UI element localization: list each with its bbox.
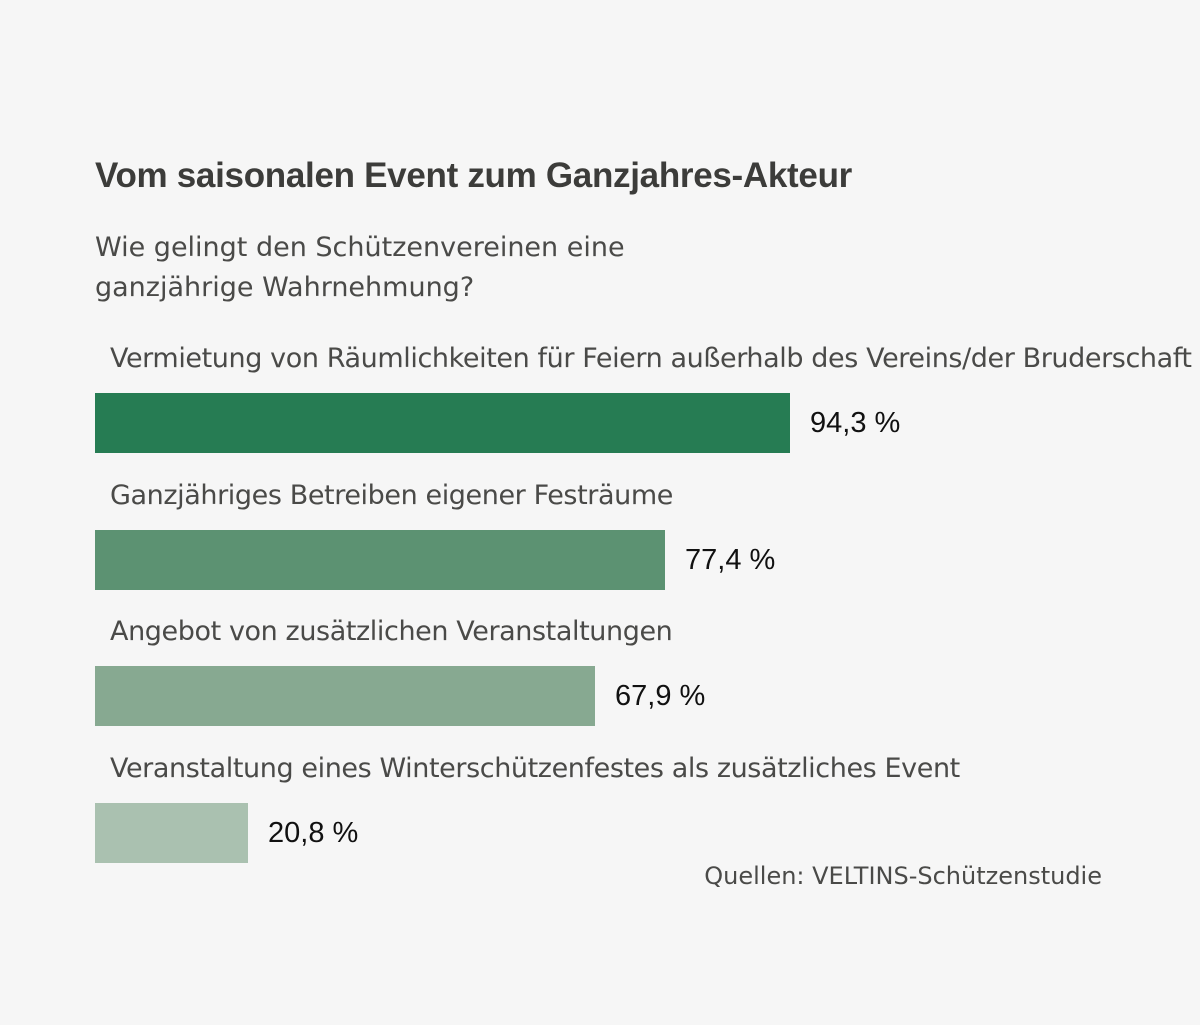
chart-title: Vom saisonalen Event zum Ganzjahres-Akte… [95, 156, 852, 195]
category-label: Ganzjähriges Betreiben eigener Festräume [110, 480, 673, 511]
category-label: Vermietung von Räumlichkeiten für Feiern… [110, 343, 1192, 374]
category-label: Angebot von zusätzlichen Veranstaltungen [110, 616, 673, 647]
value-label: 20,8 % [268, 817, 359, 849]
bar [95, 803, 248, 863]
bar [95, 666, 595, 726]
chart-subtitle: Wie gelingt den Schützenvereinen eine ga… [95, 232, 625, 303]
value-label: 94,3 % [810, 407, 901, 439]
bar [95, 530, 665, 590]
value-label: 67,9 % [615, 680, 706, 712]
bar [95, 393, 790, 453]
source-note: Quellen: VELTINS-Schützenstudie [704, 862, 1102, 890]
value-label: 77,4 % [685, 544, 776, 576]
category-label: Veranstaltung eines Winterschützenfestes… [110, 753, 960, 784]
